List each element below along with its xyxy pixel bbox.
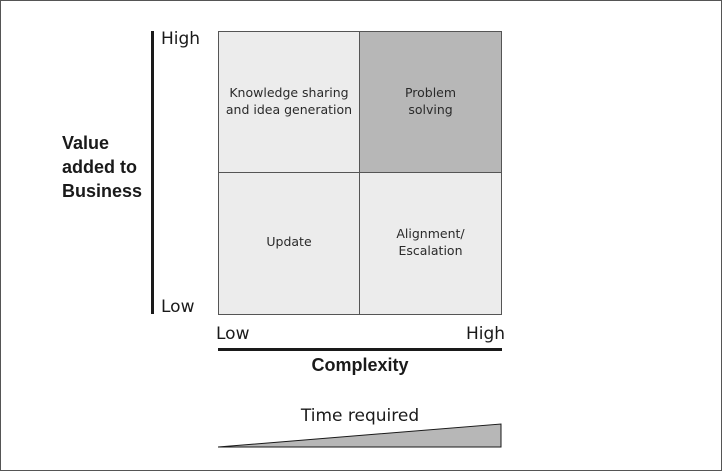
- x-axis-title: Complexity: [311, 355, 409, 375]
- time-wedge-shape: [218, 423, 502, 448]
- y-axis-title-line-1: Value: [62, 133, 110, 153]
- quadrant-alignment-escalation: Alignment/ Escalation: [360, 173, 501, 314]
- quadrant-label: Alignment/ Escalation: [396, 226, 465, 258]
- quadrant-knowledge-sharing: Knowledge sharing and idea generation: [219, 32, 360, 173]
- quadrant-label: Knowledge sharing and idea generation: [225, 85, 353, 117]
- time-required-label: Time required: [300, 406, 420, 426]
- y-axis-title: Value added to Business: [62, 131, 142, 203]
- time-required-wedge: [218, 423, 502, 448]
- y-axis-title-line-3: Business: [62, 181, 143, 201]
- quadrant-update: Update: [219, 173, 360, 314]
- quadrant-problem-solving: Problem solving: [360, 32, 501, 173]
- quadrant-label: Problem solving: [404, 85, 457, 117]
- x-axis-low-label: Low: [216, 324, 250, 344]
- y-axis-line: [151, 31, 154, 314]
- x-axis-line: [218, 348, 502, 351]
- y-axis-title-line-2: added to: [62, 157, 137, 177]
- x-axis-high-label: High: [466, 324, 506, 344]
- y-axis-high-label: High: [161, 29, 201, 49]
- quadrant-label: Update: [266, 234, 312, 249]
- quadrant-grid: Knowledge sharing and idea generation Pr…: [218, 31, 502, 315]
- y-axis-low-label: Low: [161, 297, 195, 317]
